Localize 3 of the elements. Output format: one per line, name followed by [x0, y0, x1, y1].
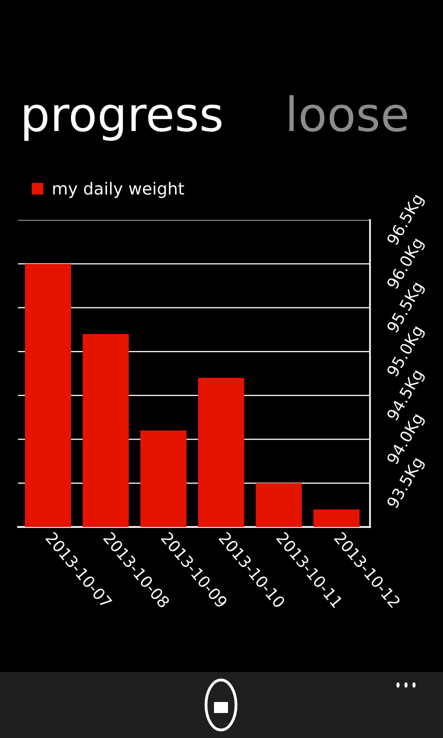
chart-title: progress [24, 104, 222, 141]
legend-label: my daily weight [53, 182, 184, 198]
chart-subtitle: loose [289, 95, 408, 132]
